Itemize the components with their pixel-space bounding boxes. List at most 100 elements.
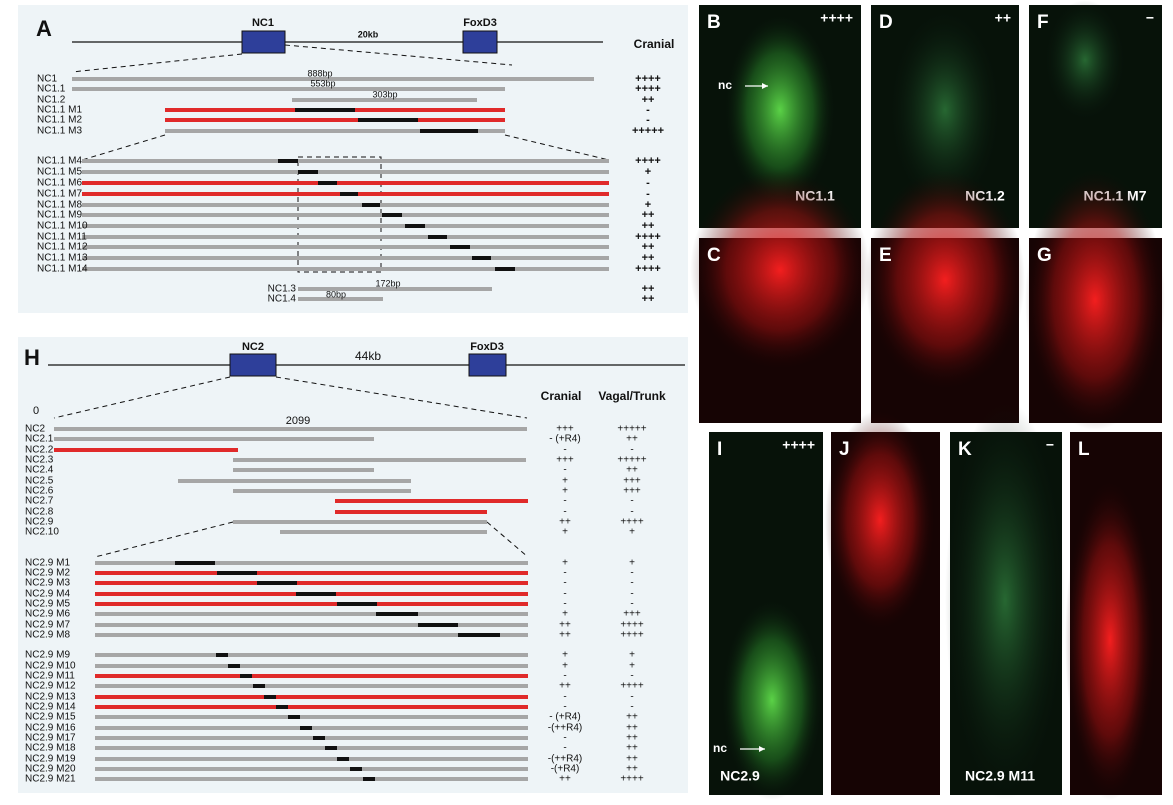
- construct-bar: [95, 777, 528, 781]
- construct-name: NC2.9 M15: [25, 712, 76, 723]
- construct-bar: [95, 561, 528, 565]
- micrograph-signal: [945, 400, 1065, 800]
- construct-name: NC1.1 M7: [37, 189, 82, 200]
- cranial-score: -: [563, 743, 566, 754]
- cranial-score: -: [646, 104, 650, 116]
- mutation-block: [228, 664, 240, 668]
- vagal-trunk-score: ++: [626, 723, 638, 734]
- mutation-block: [382, 213, 402, 217]
- construct-name: NC1.1 M4: [37, 156, 82, 167]
- construct-bar: [95, 767, 528, 771]
- construct-bar: [292, 98, 477, 102]
- construct-name: NC2.9 M17: [25, 733, 76, 744]
- construct-name: NC1.1 M2: [37, 115, 82, 126]
- cranial-score: -: [563, 507, 566, 518]
- zoom-line: [81, 134, 166, 161]
- construct-name: NC1.1 M9: [37, 210, 82, 221]
- cranial-score: -: [563, 599, 566, 610]
- vagal-trunk-score: ++: [626, 754, 638, 765]
- construct-bar: [82, 203, 609, 207]
- mutation-block: [318, 181, 337, 185]
- cranial-score: -: [563, 733, 566, 744]
- construct-bar: [82, 235, 609, 239]
- construct-name: NC1.1 M14: [37, 264, 88, 275]
- cranial-score: +: [562, 650, 568, 661]
- construct-name: NC1.1 M11: [37, 232, 87, 243]
- vagal-trunk-score: ++++: [620, 517, 644, 528]
- construct-bar: [95, 581, 528, 585]
- construct-bar: [95, 684, 528, 688]
- cranial-score: -: [563, 445, 566, 456]
- distance-label: 20kb: [358, 29, 379, 39]
- mutation-block: [376, 612, 418, 616]
- construct-size: 80bp: [326, 289, 346, 299]
- vagal-trunk-score: ++++: [620, 681, 644, 692]
- construct-bar: [95, 674, 528, 678]
- cranial-score: -: [563, 692, 566, 703]
- construct-name: NC2: [25, 424, 45, 435]
- construct-bar: [95, 664, 528, 668]
- cranial-score: -: [563, 589, 566, 600]
- construct-name: NC2.9 M3: [25, 578, 70, 589]
- cranial-score: ++: [642, 252, 655, 264]
- cranial-score: +: [645, 199, 651, 211]
- construct-bar: [82, 256, 609, 260]
- construct-name: NC2.4: [25, 465, 54, 476]
- expression-score: −: [1146, 10, 1154, 26]
- construct-bar: [335, 510, 487, 514]
- mutation-block: [253, 684, 265, 688]
- cranial-score: ++: [559, 517, 571, 528]
- panel-label: K: [958, 439, 972, 460]
- construct-name: NC2.7: [25, 496, 54, 507]
- cranial-score: -(++R4): [548, 723, 582, 734]
- construct-name: NC1: [37, 74, 57, 85]
- vagal-trunk-score: +: [629, 527, 635, 538]
- annotation-label: nc: [718, 78, 732, 92]
- cranial-score: +: [562, 609, 568, 620]
- vagal-trunk-score: ++: [626, 743, 638, 754]
- construct-bar: [165, 118, 505, 122]
- cranial-score: +: [562, 476, 568, 487]
- construct-name: NC1.1 M10: [37, 221, 88, 232]
- construct-name: NC2.9 M12: [25, 681, 76, 692]
- cranial-score: ++: [642, 94, 655, 106]
- cranial-score: ++: [642, 209, 655, 221]
- cranial-score: +++: [556, 424, 574, 435]
- construct-bar: [95, 623, 528, 627]
- construct-name: NC1.1 M13: [37, 253, 88, 264]
- cranial-score: ++++: [635, 155, 661, 167]
- vagal-trunk-score: +++: [623, 476, 641, 487]
- construct-bar: [233, 520, 487, 524]
- micrograph-signal: [890, 10, 1000, 210]
- micrograph-signal: [865, 170, 1025, 390]
- mutation-block: [472, 256, 491, 260]
- vagal-trunk-score: -: [630, 568, 633, 579]
- vagal-trunk-score: -: [630, 671, 633, 682]
- construct-bar: [54, 448, 238, 452]
- vagal-trunk-score: -: [630, 507, 633, 518]
- micrograph-signal: [1025, 170, 1165, 430]
- cranial-score: +++: [556, 455, 574, 466]
- construct-bar: [233, 489, 411, 493]
- construct-name: NC2.9 M11: [25, 671, 75, 682]
- construct-bar: [298, 297, 383, 301]
- vagal-trunk-score: ++++: [620, 630, 644, 641]
- panel-label: D: [879, 12, 893, 33]
- construct-name: NC2.9 M10: [25, 661, 76, 672]
- construct-size: 303bp: [372, 89, 397, 99]
- cranial-score: -: [563, 496, 566, 507]
- construct-name: NC2.9 M18: [25, 743, 76, 754]
- construct-name: NC2.9 M16: [25, 723, 76, 734]
- panel-label: E: [879, 245, 892, 266]
- expression-score: ++++: [820, 10, 853, 26]
- construct-name: NC2.9 M5: [25, 599, 70, 610]
- mutation-block: [296, 592, 336, 596]
- mutation-block: [337, 757, 349, 761]
- construct-name: NC2.6: [25, 486, 54, 497]
- vagal-trunk-score: -: [630, 578, 633, 589]
- construct-name: NC2.9 M9: [25, 650, 70, 661]
- construct-name: NC2.10: [25, 527, 59, 538]
- construct-bar: [72, 77, 594, 81]
- cranial-score: -(+R4): [551, 764, 580, 775]
- construct-bar: [82, 181, 609, 185]
